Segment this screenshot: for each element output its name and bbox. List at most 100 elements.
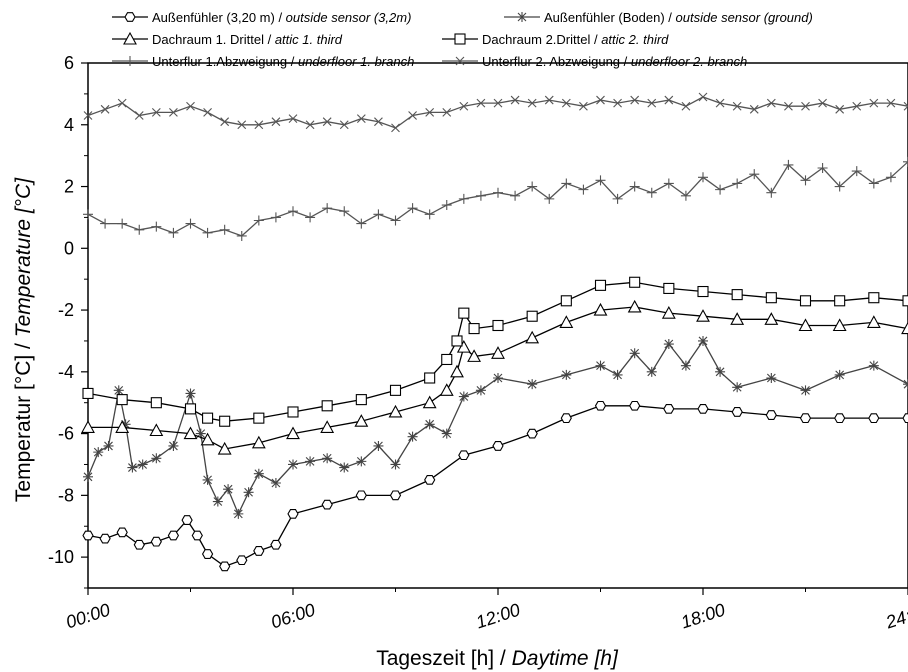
data-point: [115, 420, 130, 433]
data-point: [492, 319, 504, 332]
y-tick-label: 6: [64, 53, 74, 73]
data-point: [270, 478, 281, 488]
series-2: [83, 335, 908, 519]
data-point: [127, 462, 138, 473]
data-point: [578, 184, 589, 195]
data-point: [195, 428, 206, 439]
data-point: [117, 218, 128, 229]
data-point: [544, 193, 555, 204]
data-point: [356, 456, 367, 467]
legend-label: Unterflur 1.Abzweigung / underfloor 1. b…: [152, 54, 414, 69]
data-point: [116, 394, 128, 406]
data-point: [661, 305, 676, 319]
data-point: [287, 406, 299, 418]
data-point: [579, 101, 588, 111]
data-point: [475, 385, 486, 396]
data-point: [186, 101, 195, 111]
data-point: [125, 56, 135, 66]
data-point: [202, 227, 213, 238]
data-point: [451, 335, 463, 347]
data-point: [373, 440, 384, 451]
data-point: [832, 318, 847, 332]
legend-label: Dachraum 1. Drittel / attic 1. third: [152, 32, 343, 47]
data-point: [287, 509, 299, 519]
data-point: [305, 212, 316, 223]
data-point: [476, 98, 486, 108]
data-point: [612, 369, 623, 380]
data-point: [663, 178, 674, 189]
data-point: [698, 172, 708, 183]
data-point: [627, 299, 642, 313]
data-point: [355, 490, 367, 501]
series-5: [83, 156, 908, 241]
data-point: [181, 515, 193, 525]
y-axis-title: Temperatur [°C] / Temperature [°C]: [12, 177, 35, 502]
data-point: [491, 346, 505, 359]
data-point: [441, 200, 452, 211]
data-point: [83, 471, 93, 482]
data-point: [492, 441, 504, 451]
data-point: [117, 98, 127, 108]
data-point: [100, 218, 111, 229]
data-point: [801, 101, 810, 111]
data-point: [288, 459, 298, 470]
data-point: [646, 187, 657, 198]
data-point: [169, 108, 178, 117]
data-point: [83, 111, 93, 120]
series-6: [83, 92, 908, 133]
data-point: [613, 98, 622, 108]
data-point: [339, 462, 350, 473]
data-point: [629, 400, 641, 411]
data-point: [526, 428, 538, 439]
data-point: [459, 101, 469, 111]
data-point: [629, 276, 641, 288]
data-point: [561, 98, 571, 108]
data-point: [663, 339, 674, 350]
data-point: [749, 104, 759, 114]
data-point: [493, 98, 503, 108]
data-point: [903, 101, 908, 111]
data-point: [731, 407, 743, 417]
data-point: [732, 101, 742, 111]
legend-item: Dachraum 2.Drittel / attic 2. third: [442, 32, 669, 47]
data-point: [253, 546, 265, 556]
data-point: [253, 412, 265, 424]
data-point: [868, 178, 879, 189]
data-point: [834, 295, 846, 307]
data-point: [253, 215, 264, 226]
data-point: [100, 104, 110, 114]
data-point: [510, 190, 521, 201]
data-point: [731, 289, 743, 301]
data-point: [422, 395, 437, 409]
data-point: [99, 533, 111, 544]
data-point: [167, 530, 180, 541]
data-point: [137, 459, 148, 470]
data-point: [339, 206, 350, 217]
series-line: [87, 96, 908, 129]
data-point: [168, 227, 179, 238]
y-tick-label: 2: [64, 177, 74, 197]
legend: Außenfühler (3,20 m) / outside sensor (3…: [112, 10, 813, 69]
x-tick-label: 12:00: [473, 600, 522, 633]
data-point: [732, 382, 743, 393]
data-point: [151, 453, 162, 464]
legend-label: Außenfühler (Boden) / outside sensor (gr…: [544, 10, 813, 25]
data-point: [286, 426, 300, 440]
data-point: [527, 98, 537, 108]
data-point: [270, 539, 282, 550]
data-point: [391, 123, 400, 133]
data-point: [236, 230, 247, 241]
data-point: [183, 426, 198, 440]
legend-label: Außenfühler (3,20 m) / outside sensor (3…: [152, 10, 411, 25]
data-point: [458, 450, 470, 461]
data-point: [697, 285, 709, 298]
data-point: [305, 456, 316, 467]
data-point: [150, 397, 162, 409]
data-point: [390, 215, 401, 226]
data-point: [103, 440, 114, 451]
y-tick-label: -4: [58, 362, 74, 382]
data-point: [715, 366, 726, 377]
data-point: [455, 56, 465, 66]
